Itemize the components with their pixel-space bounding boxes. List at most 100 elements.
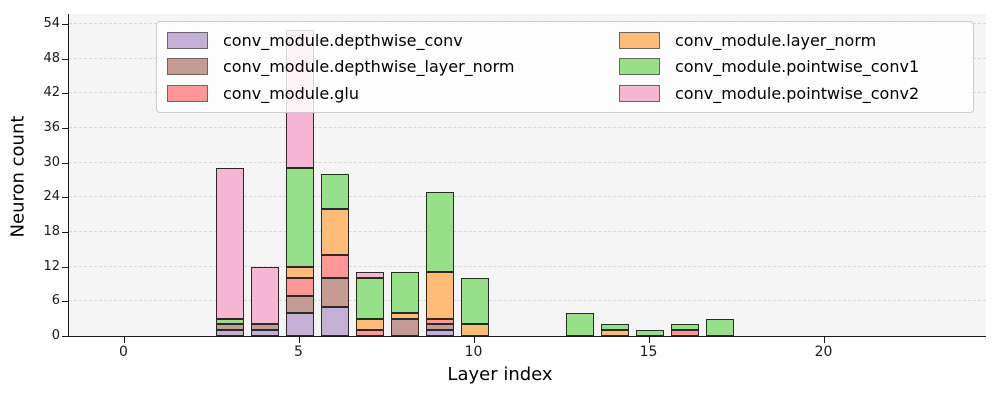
bar-segment-pointwise_conv1 bbox=[355, 278, 384, 319]
bar-layer-6 bbox=[320, 174, 349, 336]
bar-layer-3 bbox=[215, 168, 244, 336]
x-tick-mark bbox=[648, 337, 650, 343]
y-tick-mark bbox=[62, 58, 68, 60]
y-tick-mark bbox=[62, 93, 68, 95]
bar-segment-pointwise_conv1 bbox=[390, 272, 419, 313]
bar-segment-pointwise_conv1 bbox=[285, 168, 314, 267]
gridline-y-6 bbox=[69, 300, 986, 302]
bar-segment-pointwise_conv2 bbox=[250, 266, 279, 325]
bar-segment-glu bbox=[320, 255, 349, 279]
y-tick-mark bbox=[62, 231, 68, 233]
y-tick-mark bbox=[62, 266, 68, 268]
bar-segment-pointwise_conv2 bbox=[355, 272, 384, 279]
y-tick-mark bbox=[62, 301, 68, 303]
bar-segment-depthwise_layer_norm bbox=[215, 324, 244, 331]
bar-segment-depthwise_layer_norm bbox=[425, 324, 454, 331]
y-tick-label-48: 48 bbox=[43, 50, 60, 66]
bar-segment-pointwise_conv1 bbox=[425, 191, 454, 273]
gridline-y-30 bbox=[69, 161, 986, 163]
bar-segment-glu bbox=[670, 330, 699, 336]
bar-segment-depthwise_conv bbox=[320, 307, 349, 336]
legend-label: conv_module.layer_norm bbox=[675, 30, 877, 50]
y-tick-mark bbox=[62, 336, 68, 337]
bar-segment-layer_norm bbox=[600, 330, 629, 336]
bar-segment-depthwise_layer_norm bbox=[285, 295, 314, 313]
legend: conv_module.depthwise_conv conv_module.de… bbox=[156, 21, 974, 113]
bar-layer-7 bbox=[355, 272, 384, 336]
legend-label: conv_module.pointwise_conv2 bbox=[675, 84, 920, 104]
y-tick-label-12: 12 bbox=[43, 258, 60, 274]
bar-segment-depthwise_conv bbox=[285, 312, 314, 336]
x-tick-label-20: 20 bbox=[814, 344, 833, 360]
legend-item-depthwise_layer_norm: conv_module.depthwise_layer_norm bbox=[167, 54, 619, 81]
x-tick-mark bbox=[298, 337, 300, 343]
bar-segment-depthwise_layer_norm bbox=[320, 278, 349, 308]
bar-segment-layer_norm bbox=[460, 324, 489, 336]
y-tick-label-24: 24 bbox=[43, 189, 60, 205]
bar-segment-layer_norm bbox=[390, 312, 419, 319]
gridline-y-24 bbox=[69, 196, 986, 198]
x-tick-label-10: 10 bbox=[464, 344, 483, 360]
y-tick-label-36: 36 bbox=[43, 119, 60, 135]
legend-item-pointwise_conv2: conv_module.pointwise_conv2 bbox=[619, 80, 963, 107]
bar-segment-depthwise_conv bbox=[250, 330, 279, 336]
x-tick-mark bbox=[473, 337, 475, 343]
bar-segment-depthwise_conv bbox=[215, 330, 244, 336]
legend-item-pointwise_conv1: conv_module.pointwise_conv1 bbox=[619, 54, 963, 81]
legend-swatch-icon bbox=[167, 85, 208, 103]
y-tick-label-30: 30 bbox=[43, 154, 60, 170]
bar-layer-16 bbox=[670, 324, 699, 336]
bar-segment-pointwise_conv1 bbox=[705, 318, 734, 336]
bar-segment-pointwise_conv1 bbox=[320, 174, 349, 209]
bar-layer-15 bbox=[635, 330, 664, 336]
x-tick-label-5: 5 bbox=[294, 344, 303, 360]
x-tick-label-15: 15 bbox=[639, 344, 658, 360]
bar-layer-14 bbox=[600, 324, 629, 336]
bar-layer-9 bbox=[425, 191, 454, 336]
bar-segment-glu bbox=[285, 278, 314, 296]
y-tick-mark bbox=[62, 127, 68, 129]
y-tick-label-6: 6 bbox=[51, 293, 60, 309]
legend-swatch-icon bbox=[619, 31, 660, 49]
bar-segment-layer_norm bbox=[320, 208, 349, 256]
y-tick-label-42: 42 bbox=[43, 85, 60, 101]
bar-segment-depthwise_layer_norm bbox=[390, 318, 419, 336]
gridline-y-18 bbox=[69, 230, 986, 232]
bar-layer-13 bbox=[565, 312, 594, 336]
bar-segment-pointwise_conv1 bbox=[215, 318, 244, 325]
x-axis-label: Layer index bbox=[447, 364, 553, 385]
legend-label: conv_module.depthwise_conv bbox=[223, 30, 463, 50]
bar-segment-pointwise_conv1 bbox=[635, 330, 664, 336]
y-tick-label-18: 18 bbox=[43, 223, 60, 239]
bar-segment-layer_norm bbox=[355, 318, 384, 331]
legend-swatch-icon bbox=[619, 58, 660, 76]
legend-label: conv_module.pointwise_conv1 bbox=[675, 57, 920, 77]
legend-item-layer_norm: conv_module.layer_norm bbox=[619, 27, 963, 54]
bar-segment-glu bbox=[355, 330, 384, 336]
y-tick-mark bbox=[62, 23, 68, 25]
legend-swatch-icon bbox=[619, 85, 660, 103]
bar-layer-8 bbox=[390, 272, 419, 336]
bar-segment-layer_norm bbox=[285, 266, 314, 279]
bar-segment-pointwise_conv2 bbox=[215, 168, 244, 319]
legend-label: conv_module.glu bbox=[223, 84, 359, 104]
y-tick-mark bbox=[62, 162, 68, 164]
bar-segment-layer_norm bbox=[425, 272, 454, 319]
bar-layer-17 bbox=[705, 318, 734, 336]
bar-segment-pointwise_conv1 bbox=[565, 312, 594, 336]
x-tick-mark bbox=[123, 337, 125, 343]
bar-segment-depthwise_layer_norm bbox=[250, 324, 279, 331]
x-tick-mark bbox=[823, 337, 825, 343]
legend-item-glu: conv_module.glu bbox=[167, 80, 619, 107]
legend-item-depthwise_conv: conv_module.depthwise_conv bbox=[167, 27, 619, 54]
y-tick-label-0: 0 bbox=[51, 328, 60, 343]
bar-layer-10 bbox=[460, 278, 489, 336]
x-tick-label-0: 0 bbox=[119, 344, 128, 360]
legend-swatch-icon bbox=[167, 31, 208, 49]
bar-segment-glu bbox=[425, 318, 454, 325]
y-tick-mark bbox=[62, 197, 68, 199]
gridline-y-12 bbox=[69, 265, 986, 267]
bar-segment-pointwise_conv1 bbox=[600, 324, 629, 331]
legend-label: conv_module.depthwise_layer_norm bbox=[223, 57, 515, 77]
gridline-y-36 bbox=[69, 126, 986, 128]
